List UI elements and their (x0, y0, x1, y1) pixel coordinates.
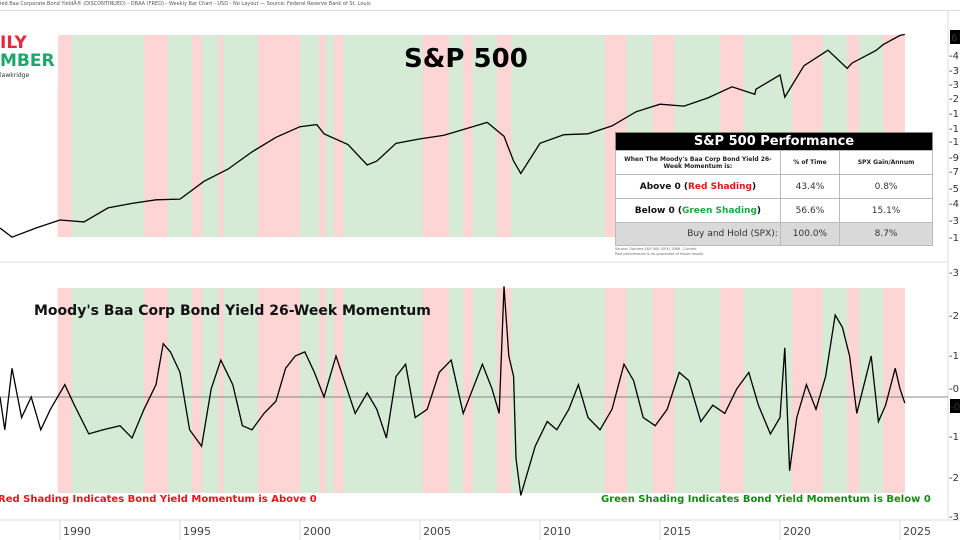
y-tick-label: -3 (949, 512, 959, 523)
buy-hold-label: Buy and Hold (SPX): (615, 222, 781, 246)
label-post: ) (756, 205, 762, 216)
row-gain: 15.1% (839, 198, 933, 223)
red-shading-band (218, 288, 224, 493)
x-tick-label: 2005 (423, 525, 451, 538)
red-shading-band (192, 35, 202, 237)
y-tick-label: -1 (949, 109, 959, 120)
table-header-condition: When The Moody's Baa Corp Bond Yield 26-… (615, 150, 781, 175)
green-shading-note: Green Shading Indicates Bond Yield Momen… (601, 494, 931, 505)
table-row: Above 0 (Red Shading) 43.4% 0.8% (615, 174, 933, 199)
y-tick-label: -4 (949, 199, 959, 210)
red-shading-band (144, 288, 168, 493)
row-time: 43.4% (779, 174, 841, 199)
table-title: S&P 500 Performance (615, 132, 933, 151)
x-tick-label: 1995 (183, 525, 211, 538)
red-shading-band (463, 288, 473, 493)
red-shading-band (319, 35, 326, 237)
row-time: 56.6% (779, 198, 841, 223)
footnote-source: Source: Optuma S&P 500 (SPX) 1986 - Curr… (615, 247, 697, 251)
last-value-badge (950, 399, 960, 413)
label-post: ) (751, 181, 757, 192)
logo: ILY MBER lawkridge (0, 35, 58, 83)
performance-table: S&P 500 Performance When The Moody's Baa… (615, 132, 933, 246)
momentum-series-line (0, 286, 906, 496)
row-label: Above 0 (Red Shading) (615, 174, 781, 199)
y-tick-label: -9 (949, 153, 959, 164)
y-tick-label: -1 (949, 432, 959, 443)
label-pre: Above 0 ( (639, 181, 688, 192)
red-shading-band (604, 288, 627, 493)
x-tick-label: 2025 (903, 525, 931, 538)
y-tick-label: -1. (949, 351, 960, 362)
x-tick-label: 1990 (63, 525, 91, 538)
last-price-label: 6 (951, 33, 957, 44)
x-tick-label: 2015 (663, 525, 691, 538)
table-header-gain: SPX Gain/Annum (839, 150, 933, 175)
y-tick-label: -4 (949, 51, 959, 62)
red-shading-band (496, 288, 512, 493)
red-shading-band (57, 35, 72, 237)
red-shading-note: Red Shading Indicates Bond Yield Momentu… (0, 494, 317, 505)
x-tick-label: 2010 (543, 525, 571, 538)
red-shading-band (144, 35, 168, 237)
red-shading-band (720, 288, 744, 493)
table-row: Below 0 (Green Shading) 56.6% 15.1% (615, 198, 933, 223)
x-tick-label: 2000 (303, 525, 331, 538)
buy-hold-time: 100.0% (779, 222, 841, 246)
y-tick-label: -5 (949, 184, 959, 195)
red-shading-band (652, 288, 675, 493)
last-price-badge (950, 30, 960, 44)
y-tick-label: -7 (949, 167, 959, 178)
logo-line3: lawkridge (0, 72, 30, 79)
label-red: Red Shading (687, 181, 752, 192)
y-tick-label: -1 (949, 233, 959, 244)
red-shading-band (192, 288, 202, 493)
spx-series-line (0, 33, 905, 238)
bottom-chart-title: Moody's Baa Corp Bond Yield 26-Week Mome… (34, 303, 431, 319)
row-gain: 0.8% (839, 174, 933, 199)
table-footnote: Source: Optuma S&P 500 (SPX) 1986 - Curr… (615, 247, 703, 257)
table-row-buy-hold: Buy and Hold (SPX): 100.0% 8.7% (615, 222, 933, 246)
red-shading-band (57, 288, 72, 493)
red-shading-band (847, 288, 860, 493)
logo-line2: MBER (0, 51, 55, 71)
buy-hold-gain: 8.7% (839, 222, 933, 246)
red-shading-band (218, 35, 224, 237)
row-label: Below 0 (Green Shading) (615, 198, 781, 223)
logo-line1: ILY (0, 33, 27, 53)
y-tick-label: -2 (949, 473, 959, 484)
y-tick-label: -3 (949, 66, 959, 77)
y-tick-label: -1 (949, 137, 959, 148)
red-shading-band (319, 288, 326, 493)
y-tick-label: -2. (949, 311, 960, 322)
red-shading-band (463, 35, 473, 237)
y-tick-label: -3 (949, 80, 959, 91)
top-chart-title: S&P 500 (404, 44, 528, 74)
table-header-time: % of Time (779, 150, 841, 175)
red-shading-band (422, 288, 449, 493)
last-value-label: -0 (950, 402, 960, 413)
y-tick-label: -3. (949, 268, 960, 279)
red-shading-band (883, 288, 905, 493)
y-tick-label: -1 (949, 124, 959, 135)
chart-header: ied Baa Corporate Bond YieldÂ® (DISCONTI… (0, 0, 960, 11)
red-shading-band (333, 288, 344, 493)
y-tick-label: -3 (949, 216, 959, 227)
x-tick-label: 2020 (783, 525, 811, 538)
y-tick-label: -2 (949, 94, 959, 105)
label-pre: Below 0 ( (634, 205, 682, 216)
footnote-disclaimer: Past performance is no guarantee of futu… (615, 252, 704, 256)
red-shading-band (333, 35, 344, 237)
y-tick-label: -0 (949, 384, 959, 395)
label-green: Green Shading (681, 205, 757, 216)
red-shading-band (792, 288, 822, 493)
